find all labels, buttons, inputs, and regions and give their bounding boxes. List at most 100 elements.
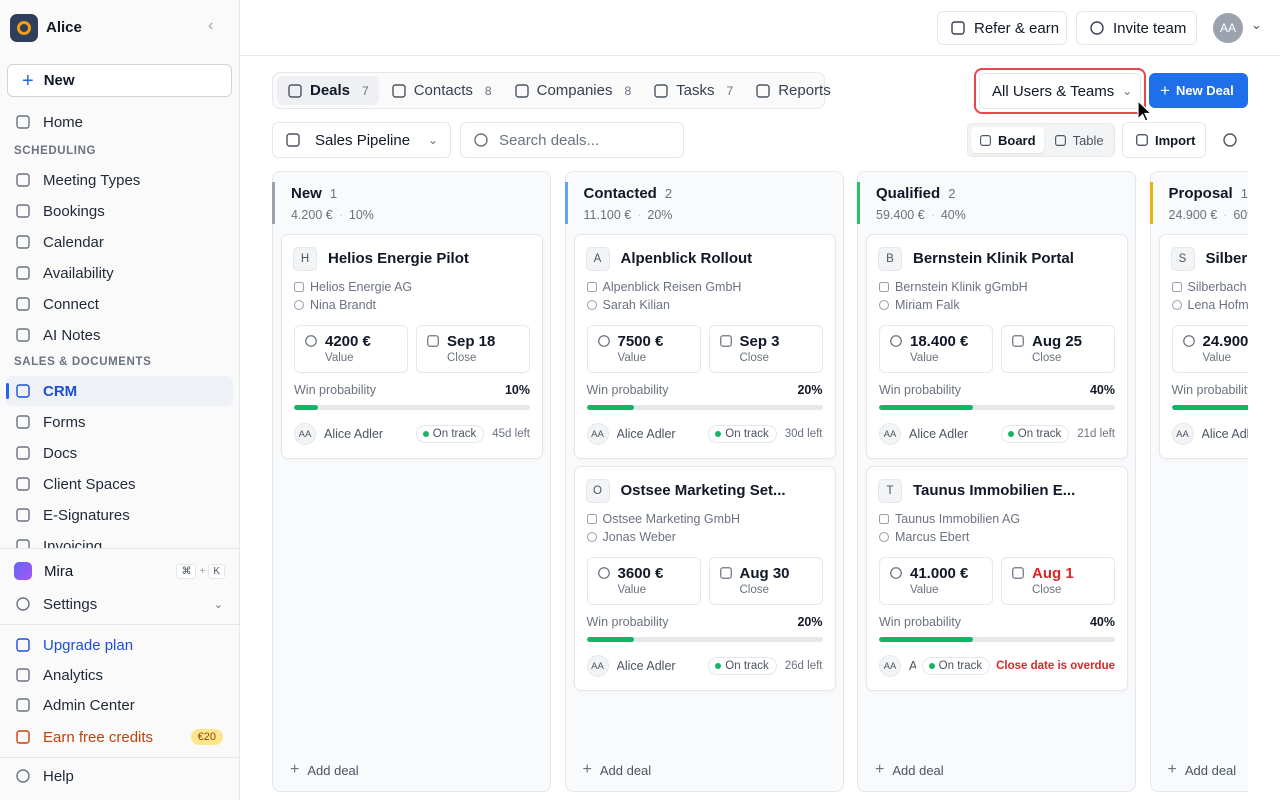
section-title: SALES & DOCUMENTS [14,356,152,368]
nav-label: Forms [43,413,86,431]
info-close: Sep 3 [739,333,780,350]
owner-avatar: AA [879,655,901,677]
column-stats: 4.200 € · 10% [291,208,374,222]
nav-item[interactable]: Help [6,761,233,791]
icon [1171,281,1182,293]
filter-dropdown[interactable]: All Users & Teams ⌄ [979,73,1141,109]
deal-card[interactable]: H Helios Energie Pilot Helios Energie AG Ni… [281,234,543,459]
deal-card[interactable]: A Alpenblick Rollout Alpenblick Reisen Gmb… [573,234,836,459]
card-initial: B [878,247,902,271]
sidebar: Alice ‹ + New Home SCHEDULING Meeting Types Boo… [0,0,240,800]
nav-item[interactable]: Forms [6,407,233,437]
icon [1182,335,1195,347]
tab-label: Tasks [676,82,715,99]
icon [16,508,30,522]
icon [1012,567,1024,579]
collapse-icon[interactable]: ‹ [208,17,214,34]
info-box: Aug 1 Close [1001,557,1115,605]
view-option[interactable]: Table [1046,127,1112,153]
nav-item[interactable]: Calendar [6,227,233,257]
nav-label: Meeting Types [43,171,141,189]
column-total: 59.400 € [876,208,925,222]
tab[interactable]: Companies 8 [504,76,642,105]
icon [1012,335,1024,347]
nav-item[interactable]: Earn free credits €20 [6,722,233,752]
add-deal-button[interactable]: + Add deal [875,762,944,778]
tabs: Deals 7 Contacts 8 Companies 8 Tasks 7 Reports [272,72,831,109]
nav-item[interactable]: Docs [6,438,233,468]
icon[interactable] [1222,132,1238,148]
progress-fill [586,637,634,642]
button-label: Refer & earn [974,19,1060,37]
nav-item[interactable]: Connect [6,289,233,319]
refer-button[interactable]: Refer & earn [937,11,1067,45]
info-close: Aug 30 [739,565,790,582]
nav-item[interactable]: Meeting Types [6,165,233,195]
placeholder: Search deals... [499,131,600,149]
add-deal-button[interactable]: + Add deal [290,762,359,778]
info-box: 3600 € Value [586,557,701,605]
nav-item[interactable]: Upgrade plan [6,630,233,660]
column-accent [272,182,275,224]
status-label: On track [1017,428,1062,440]
column-header: New 1 [291,185,337,202]
overdue-label: Close date is overdue [996,660,1115,672]
add-deal-button[interactable]: + Add deal [1168,762,1237,778]
nav-item[interactable]: Mira ⌘ + K [6,556,233,586]
deal-card[interactable]: B Bernstein Klinik Portal Bernstein Klinik… [866,234,1128,459]
tab[interactable]: Tasks 7 [643,76,743,105]
nav-item[interactable]: Settings ⌄ [6,589,233,619]
nav-item[interactable]: Availability [6,258,233,288]
icon [427,335,439,347]
view-option[interactable]: Board [971,127,1044,153]
workspace-name: Alice [46,19,82,36]
tab-label: Deals [310,82,351,99]
new-button[interactable]: + New [7,64,232,97]
nav-item[interactable]: Bookings [6,196,233,226]
icon [16,266,30,280]
divider [0,757,239,758]
nav-item[interactable]: Analytics [6,660,233,690]
icon [878,299,890,311]
nav-item[interactable]: AI Notes [6,320,233,350]
nav-item[interactable]: Client Spaces [6,469,233,499]
owner-name: Alice Adler [324,427,384,441]
search-input[interactable]: Search deals... [460,122,684,158]
column-percent: 10% [348,208,374,222]
status-dot [1007,431,1014,437]
deal-card[interactable]: S Silberb Silberbach Lena Hofm 24.900 € Value… [1158,234,1248,459]
add-deal-button[interactable]: + Add deal [583,762,652,778]
invite-button[interactable]: Invite team [1076,11,1197,45]
pipeline-dropdown[interactable]: Sales Pipeline ⌄ [272,122,451,158]
new-deal-button[interactable]: + New Deal [1149,73,1248,108]
icon [597,335,610,347]
status-pill: On track [1000,425,1070,443]
icon [286,133,300,147]
info-box: 4200 € Value [294,325,408,373]
deal-card[interactable]: T Taunus Immobilien E... Taunus Immobilien… [866,466,1128,691]
nav-item[interactable]: Home [6,107,233,137]
import-button[interactable]: Import [1122,122,1206,158]
tab[interactable]: Reports [745,76,841,105]
icon [16,328,30,342]
icon [16,698,30,712]
info-box: Aug 25 Close [1001,325,1115,373]
progress-track [294,405,530,410]
info-box: 18.400 € Value [879,325,993,373]
nav-item[interactable]: CRM [6,376,233,406]
plus-icon: + [290,761,300,778]
card-company: Helios Energie AG [310,280,413,294]
column: Contacted 2 11.100 € · 20% A Alpenblick Rollou… [564,171,844,792]
owner-name: Alice Adler [616,659,676,673]
tab[interactable]: Deals 7 [277,76,379,105]
icon [16,638,30,652]
nav-item[interactable]: Admin Center [6,690,233,720]
tab[interactable]: Contacts 8 [381,76,502,105]
deal-card[interactable]: O Ostsee Marketing Set... Ostsee Marketing… [573,466,836,691]
card-title: Ostsee Marketing Set... [620,482,786,499]
logo-ring [17,21,31,35]
avatar[interactable]: AA [1213,13,1243,43]
nav-item[interactable]: E-Signatures [6,500,233,530]
shortcut-key: K [208,563,225,579]
column-accent [1149,182,1153,224]
